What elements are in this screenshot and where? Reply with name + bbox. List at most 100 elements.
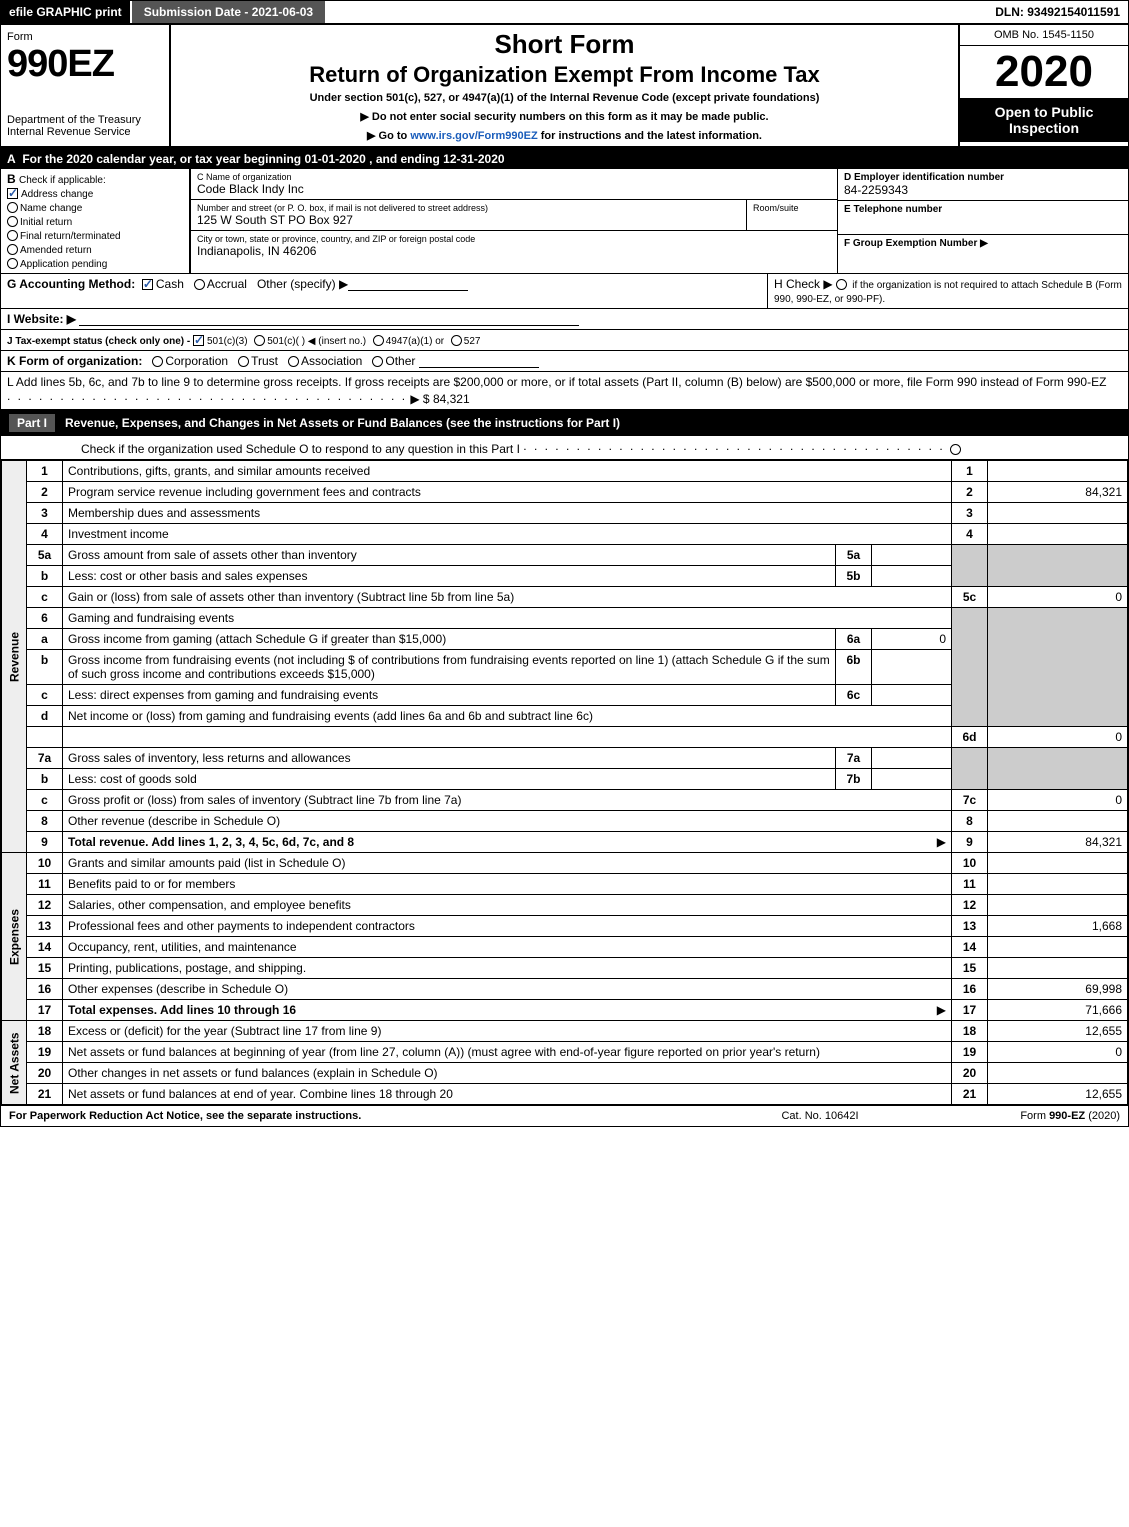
section-def: D Employer identification number 84-2259… (838, 169, 1128, 273)
line-5c-val: 0 (988, 587, 1128, 608)
c-city-label: City or town, state or province, country… (197, 234, 831, 244)
chk-schedule-o[interactable] (950, 444, 961, 455)
chk-assoc[interactable] (288, 356, 299, 367)
chk-pending[interactable] (7, 258, 18, 269)
row-j: J Tax-exempt status (check only one) - 5… (1, 330, 1128, 351)
line-6d-desc: Net income or (loss) from gaming and fun… (68, 709, 593, 723)
line-2-desc: Program service revenue including govern… (68, 485, 421, 499)
chk-address-change[interactable] (7, 188, 18, 199)
line-13-desc: Professional fees and other payments to … (68, 919, 415, 933)
chk-corp[interactable] (152, 356, 163, 367)
line-9-desc: Total revenue. Add lines 1, 2, 3, 4, 5c,… (68, 835, 354, 849)
chk-initial-return[interactable] (7, 216, 18, 227)
j-o4: 527 (464, 336, 481, 347)
arrow-icon: ▶ (937, 1003, 946, 1017)
line-14-desc: Occupancy, rent, utilities, and maintena… (68, 940, 297, 954)
section-c: C Name of organization Code Black Indy I… (191, 169, 838, 273)
j-o3: 4947(a)(1) or (386, 336, 444, 347)
under-section: Under section 501(c), 527, or 4947(a)(1)… (179, 92, 950, 104)
line-14-val (988, 937, 1128, 958)
chk-amended[interactable] (7, 244, 18, 255)
line-6a-sv: 0 (872, 629, 952, 650)
form-number: 990EZ (7, 43, 163, 86)
revenue-section-label: Revenue (2, 461, 27, 853)
b-opt-5: Application pending (20, 259, 107, 270)
row-l: L Add lines 5b, 6c, and 7b to line 9 to … (1, 372, 1128, 410)
line-6b-desc: Gross income from fundraising events (no… (68, 653, 830, 681)
chk-other-org[interactable] (372, 356, 383, 367)
chk-h[interactable] (836, 279, 847, 290)
j-o2: 501(c)( ) ◀ (insert no.) (267, 336, 366, 347)
l-arrow: ▶ $ (410, 392, 429, 406)
dept-irs: Internal Revenue Service (7, 126, 163, 138)
j-label: J Tax-exempt status (check only one) - (7, 336, 193, 347)
j-o1: 501(c)(3) (207, 336, 248, 347)
line-3-val (988, 503, 1128, 524)
line-6c-desc: Less: direct expenses from gaming and fu… (68, 688, 378, 702)
line-15-val (988, 958, 1128, 979)
chk-527[interactable] (451, 335, 462, 346)
l-value: 84,321 (433, 392, 470, 406)
ssn-warning: ▶ Do not enter social security numbers o… (179, 110, 950, 123)
k-other-line (419, 354, 539, 368)
room-suite-label: Room/suite (753, 203, 831, 213)
page-footer: For Paperwork Reduction Act Notice, see … (1, 1105, 1128, 1126)
chk-cash[interactable] (142, 279, 153, 290)
line-19-val: 0 (988, 1042, 1128, 1063)
chk-trust[interactable] (238, 356, 249, 367)
chk-501c3[interactable] (193, 335, 204, 346)
line-6b-sv (872, 650, 952, 685)
line-4-val (988, 524, 1128, 545)
b-opt-1: Name change (20, 203, 82, 214)
org-address: 125 W South ST PO Box 927 (197, 213, 740, 227)
line-4-desc: Investment income (68, 527, 169, 541)
line-5b-desc: Less: cost or other basis and sales expe… (68, 569, 307, 583)
chk-4947[interactable] (373, 335, 384, 346)
part-1-checkline: Check if the organization used Schedule … (1, 436, 1128, 460)
section-h: H Check ▶ if the organization is not req… (768, 274, 1128, 308)
footer-mid: Cat. No. 10642I (720, 1110, 920, 1122)
footer-right: Form 990-EZ (2020) (920, 1110, 1120, 1122)
chk-name-change[interactable] (7, 202, 18, 213)
website-line (79, 312, 579, 326)
b-opt-0: Address change (21, 189, 93, 200)
line-9-val: 84,321 (988, 832, 1128, 853)
d-label: D Employer identification number (844, 172, 1004, 183)
line-11-val (988, 874, 1128, 895)
goto-pre: ▶ Go to (367, 130, 410, 142)
line-3-desc: Membership dues and assessments (68, 506, 260, 520)
section-a-bar: A For the 2020 calendar year, or tax yea… (1, 149, 1128, 169)
line-5a-desc: Gross amount from sale of assets other t… (68, 548, 357, 562)
line-1-val (988, 461, 1128, 482)
org-city: Indianapolis, IN 46206 (197, 244, 831, 258)
line-7a-sv (872, 748, 952, 769)
line-17-desc: Total expenses. Add lines 10 through 16 (68, 1003, 296, 1017)
line-18-desc: Excess or (deficit) for the year (Subtra… (68, 1024, 381, 1038)
section-a-text: For the 2020 calendar year, or tax year … (22, 152, 504, 166)
line-7c-desc: Gross profit or (loss) from sales of inv… (68, 793, 461, 807)
submission-date: Submission Date - 2021-06-03 (130, 1, 325, 23)
irs-link[interactable]: www.irs.gov/Form990EZ (410, 130, 537, 142)
line-20-val (988, 1063, 1128, 1084)
dept-treasury: Department of the Treasury (7, 114, 163, 126)
k-label: K Form of organization: (7, 354, 142, 368)
section-g: G Accounting Method: Cash Accrual Other … (1, 274, 768, 308)
chk-final-return[interactable] (7, 230, 18, 241)
chk-501c[interactable] (254, 335, 265, 346)
form-word: Form (7, 31, 163, 43)
g-label: G Accounting Method: (7, 277, 135, 291)
omb-number: OMB No. 1545-1150 (960, 25, 1128, 46)
part-1-title: Revenue, Expenses, and Changes in Net As… (65, 416, 620, 430)
efile-print-label: efile GRAPHIC print (1, 1, 130, 23)
b-opt-3: Final return/terminated (20, 231, 121, 242)
dln-label: DLN: 93492154011591 (987, 1, 1128, 23)
arrow-icon: ▶ (937, 835, 946, 849)
header-middle: Short Form Return of Organization Exempt… (171, 25, 958, 146)
line-6d-val: 0 (988, 727, 1128, 748)
chk-accrual[interactable] (194, 279, 205, 290)
open-to-public: Open to Public Inspection (960, 98, 1128, 142)
line-5c-desc: Gain or (loss) from sale of assets other… (68, 590, 514, 604)
line-21-val: 12,655 (988, 1084, 1128, 1105)
part-1-label: Part I (9, 414, 55, 432)
schedule-o-check-text: Check if the organization used Schedule … (81, 442, 520, 456)
